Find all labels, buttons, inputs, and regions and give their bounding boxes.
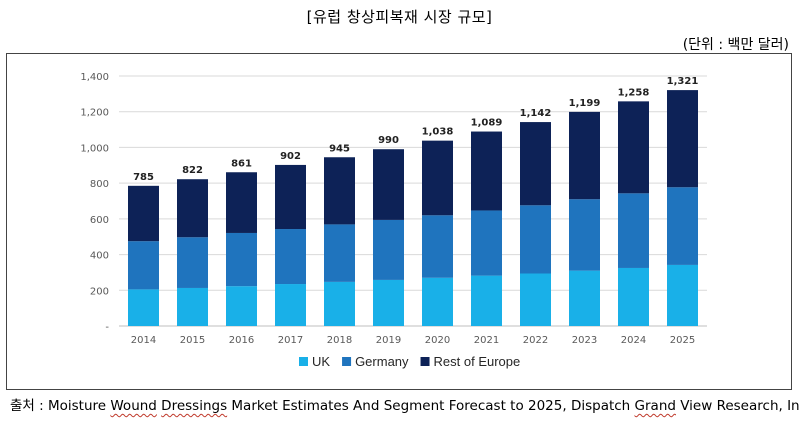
x-tick-label: 2017 [278, 335, 303, 346]
legend-label-rest-of-europe: Rest of Europe [434, 354, 521, 369]
bar-uk-2017 [275, 284, 306, 326]
bar-germany-2022 [520, 205, 551, 274]
legend-swatch-rest-of-europe [420, 357, 430, 366]
y-tick-label: 400 [90, 251, 109, 262]
bar-rest-of-europe-2015 [177, 179, 208, 238]
bar-uk-2018 [324, 281, 355, 326]
bar-rest-of-europe-2020 [422, 140, 453, 216]
x-tick-label: 2022 [523, 335, 548, 346]
bar-germany-2020 [422, 215, 453, 278]
bar-germany-2015 [177, 237, 208, 288]
y-tick-label: 800 [90, 179, 109, 190]
bar-germany-2014 [128, 241, 159, 290]
y-tick-label: 1,200 [80, 108, 109, 119]
total-label: 861 [231, 158, 252, 169]
bar-germany-2019 [373, 219, 404, 280]
source-prefix: 출처 : Moisture [10, 398, 111, 414]
source-middle: Market Estimates And Segment Forecast to… [227, 398, 635, 414]
total-label: 945 [329, 143, 350, 154]
bar-rest-of-europe-2016 [226, 172, 257, 233]
x-tick-label: 2015 [180, 335, 205, 346]
legend-label-uk: UK [312, 354, 330, 369]
bar-germany-2023 [569, 199, 600, 271]
x-tick-label: 2014 [131, 335, 156, 346]
bar-rest-of-europe-2018 [324, 157, 355, 225]
source-word-grand: Grand [634, 398, 676, 414]
x-tick-label: 2023 [572, 335, 597, 346]
legend-swatch-germany [342, 357, 352, 366]
bar-uk-2015 [177, 287, 208, 326]
legend-label-germany: Germany [355, 354, 409, 369]
source-word-dressings: Dressings [161, 398, 228, 414]
bar-rest-of-europe-2017 [275, 164, 306, 230]
bar-rest-of-europe-2014 [128, 185, 159, 242]
total-label: 1,038 [422, 127, 454, 138]
unit-label: (단위 : 백만 달러) [682, 37, 789, 53]
bar-germany-2017 [275, 229, 306, 285]
x-tick-label: 2025 [670, 335, 695, 346]
page-title: [유럽 창상피복재 시장 규모] [306, 8, 493, 26]
bar-uk-2020 [422, 277, 453, 326]
y-tick-label: 600 [90, 215, 109, 226]
bar-uk-2021 [471, 275, 502, 326]
bar-uk-2019 [373, 279, 404, 326]
x-tick-label: 2018 [327, 335, 352, 346]
x-tick-label: 2024 [621, 335, 646, 346]
x-tick-label: 2019 [376, 335, 401, 346]
total-label: 1,142 [520, 108, 552, 119]
y-tick-label: 1,000 [80, 143, 109, 154]
total-label: 822 [182, 165, 203, 176]
source-word-wound: Wound [110, 398, 157, 414]
total-label: 1,199 [569, 98, 601, 109]
x-tick-label: 2021 [474, 335, 499, 346]
bar-uk-2022 [520, 273, 551, 326]
stacked-bar-chart: - 200 400 600 800 1,000 1,200 1,400 785 2014 822 20… [80, 72, 707, 369]
x-tick-label: 2020 [425, 335, 450, 346]
bar-rest-of-europe-2019 [373, 149, 404, 220]
y-tick-label: 200 [90, 286, 109, 297]
total-label: 1,089 [471, 118, 503, 129]
bar-germany-2018 [324, 224, 355, 282]
bar-germany-2025 [667, 187, 698, 265]
bar-uk-2014 [128, 289, 159, 326]
bar-rest-of-europe-2023 [569, 111, 600, 200]
bar-rest-of-europe-2022 [520, 122, 551, 206]
total-label: 902 [280, 151, 301, 162]
total-label: 1,321 [667, 76, 699, 87]
bar-uk-2024 [618, 267, 649, 326]
bar-rest-of-europe-2024 [618, 101, 649, 194]
bar-germany-2024 [618, 193, 649, 268]
bar-rest-of-europe-2021 [471, 131, 502, 211]
total-label: 990 [378, 135, 399, 146]
total-label: 1,258 [618, 87, 650, 98]
bar-germany-2021 [471, 210, 502, 276]
source-note: 출처 : Moisture Wound Dressings Market Est… [10, 394, 799, 414]
x-tick-label: 2016 [229, 335, 254, 346]
bar-germany-2016 [226, 232, 257, 287]
y-tick-label: 1,400 [80, 72, 109, 83]
bar-uk-2025 [667, 264, 698, 326]
legend-swatch-uk [299, 357, 308, 366]
total-label: 785 [133, 172, 154, 183]
bar-uk-2023 [569, 270, 600, 326]
source-suffix: View Research, Inc [675, 398, 799, 414]
bar-uk-2016 [226, 286, 257, 326]
y-tick-label: - [105, 322, 109, 333]
bar-rest-of-europe-2025 [667, 90, 698, 188]
chart-frame: - 200 400 600 800 1,000 1,200 1,400 785 2014 822 20… [6, 53, 792, 390]
